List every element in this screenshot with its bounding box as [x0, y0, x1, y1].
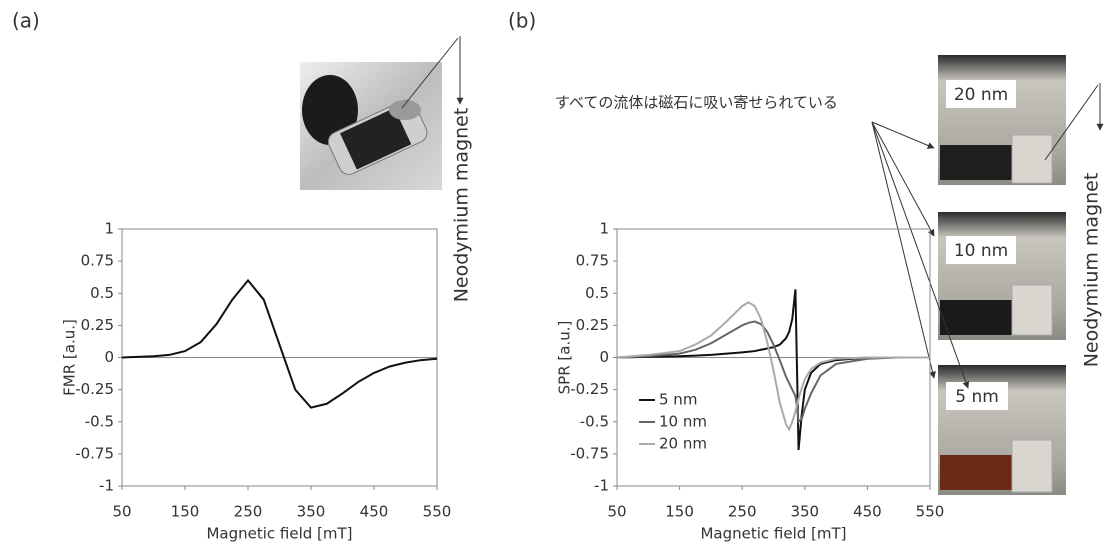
y-tick-label: -0.25 [570, 380, 609, 398]
x-tick-label: 250 [728, 503, 757, 521]
y-tick-label: -1 [99, 477, 114, 495]
photo [938, 55, 1066, 495]
x-tick-label: 550 [423, 503, 452, 521]
y-tick-label: 0 [599, 348, 609, 366]
x-tick-label: 50 [607, 503, 626, 521]
y-axis-label: SPR [a.u.] [556, 321, 574, 395]
y-tick-label: 1 [599, 220, 609, 238]
x-axis-label: Magnetic field [mT] [700, 525, 846, 543]
y-tick-label: -0.75 [75, 444, 114, 462]
y-tick-label: -0.75 [570, 444, 609, 462]
legend-label: 10 nm [659, 413, 707, 431]
y-tick-label: -0.5 [580, 412, 609, 430]
legend-label: 20 nm [659, 435, 707, 453]
x-tick-label: 250 [234, 503, 263, 521]
annotation: すべての流体は磁石に吸い寄せられている [555, 94, 838, 112]
annotation-arrows [871, 121, 970, 389]
x-tick-label: 50 [112, 503, 131, 521]
x-tick-label: 450 [853, 503, 882, 521]
y-tick-label: 0.5 [585, 284, 609, 302]
photo-label: 20 nm [954, 85, 1008, 105]
y-tick-label: 0.75 [576, 252, 609, 270]
x-tick-label: 550 [916, 503, 945, 521]
y-tick-label: 0.25 [81, 316, 114, 334]
y-tick-label: 0.25 [576, 316, 609, 334]
pointer-line [401, 37, 459, 109]
label-box [946, 80, 1016, 108]
magnet-label: Neodymium magnet [1081, 173, 1103, 368]
photo-label: 5 nm [955, 387, 999, 407]
photo-label: 10 nm [954, 241, 1008, 261]
x-tick-label: 450 [360, 503, 389, 521]
data-line [616, 301, 930, 432]
y-tick-label: -0.5 [85, 412, 114, 430]
x-tick-label: 350 [297, 503, 326, 521]
x-tick-label: 150 [171, 503, 200, 521]
data-line [121, 278, 438, 409]
y-axis-label: FMR [a.u.] [61, 319, 79, 396]
photo [300, 62, 442, 190]
y-tick-label: 0 [104, 348, 114, 366]
y-tick-label: 1 [104, 220, 114, 238]
magnet-label: Neodymium magnet [451, 108, 473, 303]
x-tick-label: 350 [790, 503, 819, 521]
label-box [946, 382, 1008, 410]
y-tick-label: -0.25 [75, 380, 114, 398]
pointer-line [1044, 84, 1099, 161]
panel-label: (b) [508, 9, 536, 33]
x-tick-label: 150 [665, 503, 694, 521]
y-tick-label: 0.75 [81, 252, 114, 270]
y-tick-label: 0.5 [90, 284, 114, 302]
y-tick-label: -1 [594, 477, 609, 495]
data-line [616, 320, 930, 424]
data-line [616, 289, 930, 451]
x-axis-label: Magnetic field [mT] [206, 525, 352, 543]
panel-label: (a) [12, 9, 40, 33]
legend-label: 5 nm [659, 391, 697, 409]
label-box [946, 236, 1016, 264]
